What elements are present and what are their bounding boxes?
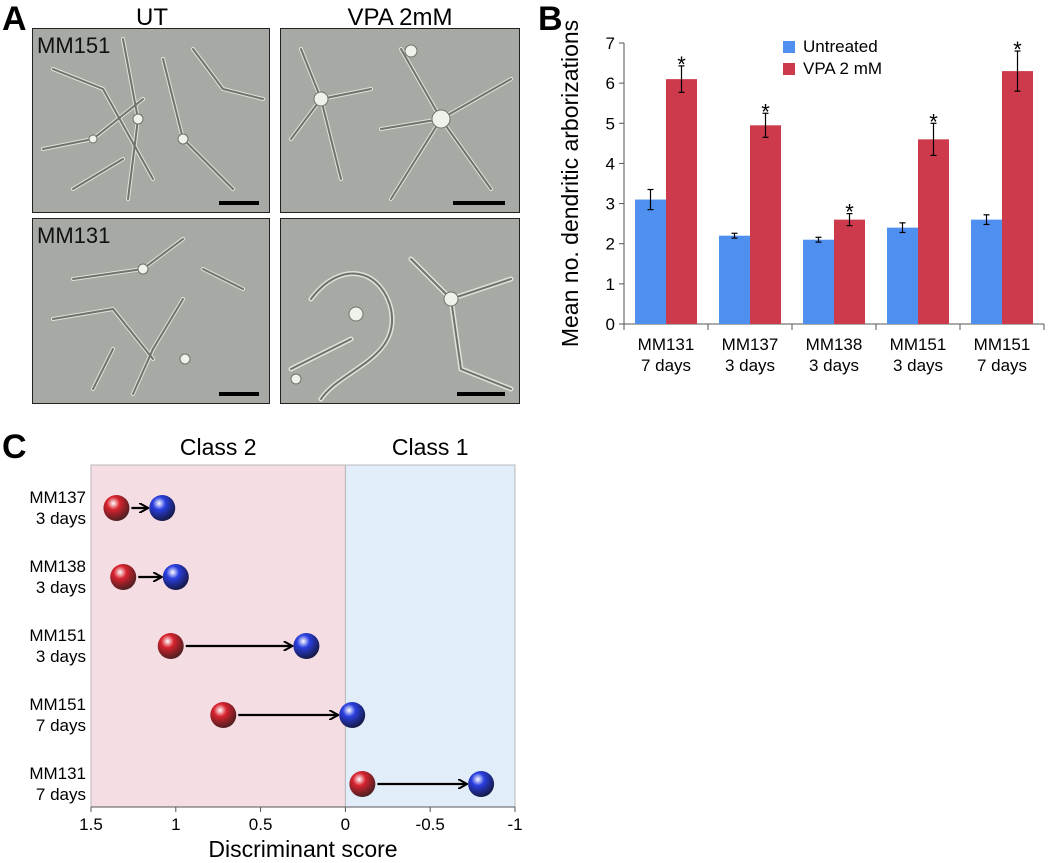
micrograph-mm131-ut: MM131 xyxy=(32,218,270,404)
col-title-ut: UT xyxy=(136,4,168,31)
class-label: Class 1 xyxy=(392,434,469,460)
bar xyxy=(750,125,781,325)
legend-label: Untreated xyxy=(803,37,878,56)
micrograph-mm151-vpa xyxy=(280,28,520,213)
y-tick-label: 1 xyxy=(606,275,615,294)
x-tick-label: 7 days xyxy=(641,356,691,375)
bar xyxy=(719,235,750,324)
significance-marker: * xyxy=(761,99,770,124)
row-label: 7 days xyxy=(36,785,86,804)
x-axis-title: Discriminant score xyxy=(208,836,397,862)
significance-marker: * xyxy=(929,109,938,134)
y-tick-label: 5 xyxy=(606,114,615,133)
significance-marker: * xyxy=(1013,37,1022,62)
x-tick-label: MM151 xyxy=(890,335,947,354)
panel-c-label: C xyxy=(2,428,27,466)
x-tick-label: -0.5 xyxy=(416,815,445,834)
scale-bar xyxy=(219,201,259,205)
scale-bar xyxy=(457,392,505,396)
bar-chart: 0 1 2 3 4 5 6 7 Mean no. dendritic arborizations… xyxy=(557,20,1045,375)
row-label: MM138 xyxy=(29,557,86,576)
untreated-point xyxy=(110,564,137,590)
x-tick-label: 0.5 xyxy=(249,815,273,834)
y-axis-title: Mean no. dendritic arborizations xyxy=(557,20,583,347)
bar xyxy=(887,227,918,324)
bar xyxy=(918,139,949,324)
class-region xyxy=(344,464,516,808)
x-tick-label: MM137 xyxy=(722,335,779,354)
scale-bar xyxy=(453,201,505,205)
bar xyxy=(1002,71,1033,324)
panel-b-label: B xyxy=(538,0,563,38)
row-label: MM137 xyxy=(29,488,86,507)
panel-a-label: A xyxy=(2,0,27,38)
row-label: MM151 xyxy=(29,695,86,714)
discriminant-chart: Class 2 Class 1 1.5 1 0.5 0 -0.5 -1 Discriminant… xyxy=(29,434,522,862)
row-label-mm151: MM151 xyxy=(37,33,111,58)
x-tick-label: MM131 xyxy=(638,335,695,354)
x-tick-label: MM138 xyxy=(806,335,863,354)
x-tick-label: 1.5 xyxy=(79,815,103,834)
bar xyxy=(635,199,666,324)
x-tick-label: 0 xyxy=(341,815,350,834)
y-tick-label: 7 xyxy=(606,34,615,53)
legend-swatch xyxy=(783,63,795,75)
col-title-vpa: VPA 2mM xyxy=(347,4,453,31)
micrograph-image xyxy=(281,29,519,212)
vpa-point xyxy=(162,564,189,590)
micrograph-image xyxy=(33,219,269,403)
micrograph-image xyxy=(33,29,269,212)
vpa-point xyxy=(149,495,176,521)
x-tick-label: MM151 xyxy=(974,335,1031,354)
x-tick-label: 7 days xyxy=(977,356,1027,375)
x-tick-label: 3 days xyxy=(893,356,943,375)
class-label: Class 2 xyxy=(180,434,257,460)
row-label: MM151 xyxy=(29,626,86,645)
vpa-point xyxy=(293,633,320,659)
untreated-point xyxy=(210,702,237,728)
legend-label: VPA 2 mM xyxy=(803,59,882,78)
row-label: MM131 xyxy=(29,764,86,783)
y-tick-label: 3 xyxy=(606,195,615,214)
bar xyxy=(971,219,1002,324)
row-label: 7 days xyxy=(36,716,86,735)
untreated-point xyxy=(349,771,376,797)
micrograph-image xyxy=(281,219,519,403)
micrograph-mm131-vpa xyxy=(280,218,520,404)
untreated-point xyxy=(103,495,130,521)
scale-bar xyxy=(219,392,259,396)
x-tick-label: 1 xyxy=(171,815,180,834)
untreated-point xyxy=(157,633,184,659)
x-tick-label: 3 days xyxy=(809,356,859,375)
bar xyxy=(803,239,834,324)
vpa-point xyxy=(468,771,495,797)
micrograph-mm151-ut: MM151 xyxy=(32,28,270,213)
bar xyxy=(666,79,697,324)
x-tick-label: -1 xyxy=(507,815,522,834)
vpa-point xyxy=(339,702,366,728)
y-tick-label: 4 xyxy=(606,154,615,173)
row-label: 3 days xyxy=(36,647,86,666)
row-label: 3 days xyxy=(36,509,86,528)
y-tick-label: 6 xyxy=(606,74,615,93)
row-label-mm131: MM131 xyxy=(37,223,111,248)
y-tick-label: 0 xyxy=(606,315,615,334)
significance-marker: * xyxy=(845,200,854,225)
bar xyxy=(834,219,865,324)
row-label: 3 days xyxy=(36,578,86,597)
legend-swatch xyxy=(783,41,795,53)
y-tick-label: 2 xyxy=(606,235,615,254)
significance-marker: * xyxy=(677,52,686,77)
x-tick-label: 3 days xyxy=(725,356,775,375)
